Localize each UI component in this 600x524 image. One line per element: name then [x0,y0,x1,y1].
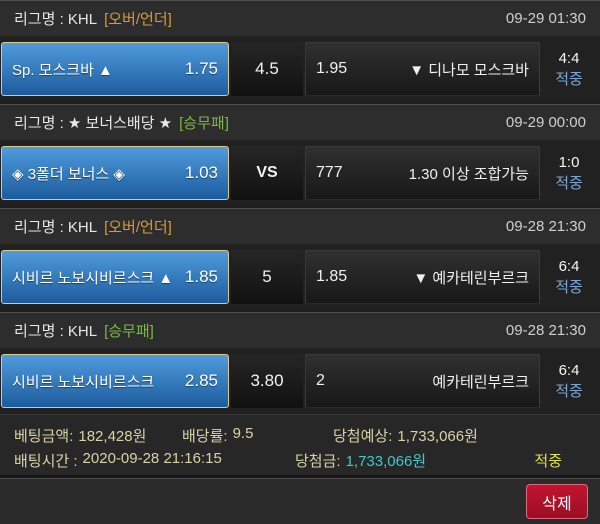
away-cell: 777 1.30 이상 조합가능 [305,146,540,200]
score-result-cell: 6:4 적중 [540,256,600,298]
bet-summary: 베팅금액: 182,428원 배당률: 9.5 당첨예상: 1,733,066원… [0,414,600,479]
bet-amount-value: 182,428원 [78,428,147,445]
pick-team-name: 시비르 노보시비르스크 [12,373,155,391]
expected-prize: 당첨예상: 1,733,066원 [333,425,586,446]
away-team-name: 1.30 이상 조합가능 [408,165,529,183]
result-badge: 적중 [555,175,583,192]
pick-team-name: ◈ 3폴더 보너스 ◈ [12,165,125,183]
match-datetime: 09-28 21:30 [505,218,586,235]
middle-odds-cell: VS [231,146,303,200]
league-name: 리그명 : KHL [14,11,98,28]
away-odds: 1.95 [316,60,348,77]
middle-odds-cell: 3.80 [231,354,303,408]
league-info: 리그명 : KHL [승무패] [14,320,154,341]
odds-rate-label: 배당률: [182,428,228,445]
away-cell: 1.95 ▼ 디나모 모스크바 [305,42,540,96]
result-badge: 적중 [555,279,583,296]
league-name: 리그명 : KHL [14,323,98,340]
prize: 당첨금: 1,733,066원 [295,450,426,471]
pick-team-name: 시비르 노보시비르스크 ▲ [12,269,174,287]
bet-sections: 리그명 : KHL [오버/언더] 09-29 01:30 Sp. 모스크바 ▲ … [0,0,600,414]
bet-amount: 베팅금액: 182,428원 [14,425,182,446]
away-team-name: 예카테린부르크 [432,373,529,391]
middle-odds-cell: 4.5 [231,42,303,96]
market-label: [오버/언더] [104,219,172,236]
section-header: 리그명 : KHL [오버/언더] 09-29 01:30 [0,0,600,36]
prize-value: 1,733,066원 [345,453,427,470]
away-cell: 1.85 ▼ 예카테린부르크 [305,250,540,304]
final-result-badge: 적중 [534,453,562,470]
bet-time-label: 배팅시간 : [14,453,78,470]
pick-odds: 2.85 [184,371,218,390]
league-info: 리그명 : ★ 보너스배당 ★ [승무패] [14,112,229,133]
away-cell: 2 예카테린부르크 [305,354,540,408]
bet-time-value: 2020-09-28 21:16:15 [82,450,222,467]
market-label: [승무패] [104,323,154,340]
result-badge: 적중 [555,71,583,88]
summary-line-1: 베팅금액: 182,428원 배당률: 9.5 당첨예상: 1,733,066원 [14,423,586,448]
delete-button[interactable]: 삭제 [526,484,588,519]
section-header: 리그명 : ★ 보너스배당 ★ [승무패] 09-29 00:00 [0,104,600,140]
score-result-cell: 6:4 적중 [540,360,600,402]
prize-label: 당첨금: [295,453,341,470]
odds-rate-value: 9.5 [232,425,254,442]
league-info: 리그명 : KHL [오버/언더] [14,216,172,237]
bet-row: 시비르 노보시비르스크 2.85 3.80 2 예카테린부르크 6:4 적중 [0,348,600,414]
final-score: 6:4 [558,362,580,379]
result-badge: 적중 [555,383,583,400]
final-score: 4:4 [558,50,580,67]
middle-odds-cell: 5 [231,250,303,304]
away-odds: 777 [316,164,343,181]
section-header: 리그명 : KHL [오버/언더] 09-28 21:30 [0,208,600,244]
selected-pick-cell: ◈ 3폴더 보너스 ◈ 1.03 [1,146,229,200]
pick-team-name: Sp. 모스크바 ▲ [12,61,113,79]
market-label: [오버/언더] [104,11,172,28]
score-result-cell: 1:0 적중 [540,152,600,194]
final-score: 1:0 [558,154,580,171]
market-label: [승무패] [179,115,229,132]
odds-rate: 배당률: 9.5 [182,425,333,446]
pick-odds: 1.75 [184,59,218,78]
selected-pick-cell: 시비르 노보시비르스크 2.85 [1,354,229,408]
away-odds: 2 [316,372,325,389]
selected-pick-cell: 시비르 노보시비르스크 ▲ 1.85 [1,250,229,304]
pick-odds: 1.03 [184,163,218,182]
away-odds: 1.85 [316,268,348,285]
bet-row: 시비르 노보시비르스크 ▲ 1.85 5 1.85 ▼ 예카테린부르크 6:4 … [0,244,600,310]
score-result-cell: 4:4 적중 [540,48,600,90]
match-datetime: 09-28 21:30 [505,322,586,339]
away-team-name: ▼ 디나모 모스크바 [409,61,529,79]
match-datetime: 09-29 01:30 [505,10,586,27]
match-datetime: 09-29 00:00 [505,114,586,131]
expected-prize-value: 1,733,066원 [397,428,478,445]
pick-odds: 1.85 [184,267,218,286]
bet-row: ◈ 3폴더 보너스 ◈ 1.03 VS 777 1.30 이상 조합가능 1:0… [0,140,600,206]
league-info: 리그명 : KHL [오버/언더] [14,8,172,29]
final-score: 6:4 [558,258,580,275]
bet-row: Sp. 모스크바 ▲ 1.75 4.5 1.95 ▼ 디나모 모스크바 4:4 … [0,36,600,102]
bet-time: 배팅시간 : 2020-09-28 21:16:15 [14,450,295,471]
league-name: 리그명 : ★ 보너스배당 ★ [14,115,173,132]
action-bar: 삭제 [0,478,600,524]
expected-prize-label: 당첨예상: [333,428,393,445]
league-name: 리그명 : KHL [14,219,98,236]
selected-pick-cell: Sp. 모스크바 ▲ 1.75 [1,42,229,96]
away-team-name: ▼ 예카테린부르크 [413,269,529,287]
bet-amount-label: 베팅금액: [14,428,74,445]
summary-line-2: 배팅시간 : 2020-09-28 21:16:15 당첨금: 1,733,06… [14,448,586,473]
section-header: 리그명 : KHL [승무패] 09-28 21:30 [0,312,600,348]
